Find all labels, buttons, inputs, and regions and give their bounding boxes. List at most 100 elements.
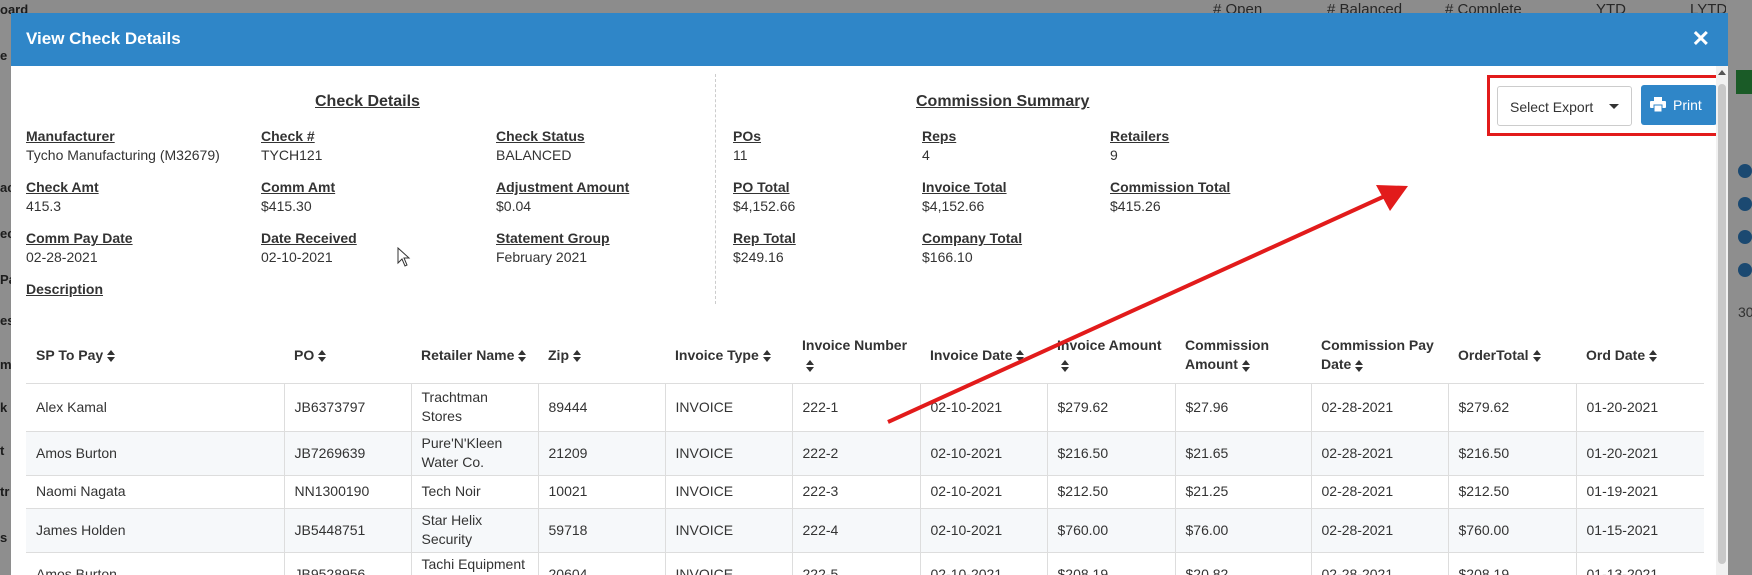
table-cell: 59718 <box>537 508 665 553</box>
table-cell: 21209 <box>537 431 665 476</box>
table-cell: 01-13-2021 <box>1575 552 1704 575</box>
field-description: Description <box>26 281 103 300</box>
table-cell: Tech Noir <box>410 475 538 509</box>
table-cell: 02-28-2021 <box>1310 383 1448 432</box>
column-header[interactable]: Invoice Number <box>792 328 920 384</box>
table-row[interactable]: James Holden JB5448751 Star Helix Security… <box>26 508 1704 553</box>
sort-icon[interactable] <box>573 350 581 363</box>
field-label: PO Total <box>733 179 790 195</box>
column-header[interactable]: Invoice Type <box>665 328 792 384</box>
field-label: Date Received <box>261 230 357 246</box>
column-header[interactable]: SP To Pay <box>26 328 284 384</box>
column-header-label: Invoice Amount <box>1057 337 1162 354</box>
scrollbar-thumb[interactable] <box>1718 84 1726 564</box>
column-header-label: Ord Date <box>1586 346 1646 363</box>
field-value: $415.30 <box>261 198 312 214</box>
eye-icon <box>1738 230 1752 244</box>
field-check-number: Check # TYCH121 <box>261 128 322 163</box>
bg-side-text: ec <box>0 226 15 241</box>
field-value: Tycho Manufacturing (M32679) <box>26 147 220 163</box>
field-label: Description <box>26 281 104 297</box>
select-export-dropdown[interactable]: Select Export <box>1497 86 1632 126</box>
table-cell: 02-28-2021 <box>1310 431 1448 476</box>
check-details-title: Check Details <box>315 93 420 110</box>
bg-side-text: tr <box>0 484 10 499</box>
table-row[interactable]: Naomi Nagata NN1300190 Tech Noir 10021 INVOI… <box>26 475 1704 509</box>
close-icon[interactable]: ✕ <box>1691 26 1710 51</box>
column-header[interactable]: Ord Date <box>1576 328 1704 384</box>
column-header[interactable]: Retailer Name <box>411 328 538 384</box>
field-reps: Reps 4 <box>922 128 956 163</box>
column-header-label: Commission Amount <box>1185 337 1270 373</box>
commission-summary-title: Commission Summary <box>916 93 1090 110</box>
field-pos: POs 11 <box>733 128 761 163</box>
field-po-total: PO Total $4,152.66 <box>733 179 795 214</box>
sort-icon[interactable] <box>1649 350 1658 363</box>
field-label: Check # <box>261 128 315 144</box>
table-cell: INVOICE <box>664 383 792 432</box>
table-cell: INVOICE <box>664 431 792 476</box>
column-header[interactable]: OrderTotal <box>1448 328 1576 384</box>
column-header[interactable]: Commission Amount <box>1175 328 1311 384</box>
table-cell: $208.19 <box>1447 552 1576 575</box>
sort-icon[interactable] <box>318 350 327 363</box>
table-row[interactable]: Amos Burton JB7269639 Pure'N'Kleen Water C… <box>26 431 1704 476</box>
field-label: Commission Total <box>1110 179 1231 195</box>
table-cell: Alex Kamal <box>26 383 284 432</box>
table-cell: Tachi Equipment Rental <box>410 552 538 575</box>
column-header[interactable]: Invoice Date <box>920 328 1047 384</box>
table-cell: $21.65 <box>1174 431 1311 476</box>
background-sidebar: oard e ac ec Pa es mi k t tr s <box>0 0 28 575</box>
table-cell: 01-20-2021 <box>1575 431 1704 476</box>
column-header[interactable]: Invoice Amount <box>1047 328 1175 384</box>
column-header-label: OrderTotal <box>1458 346 1529 363</box>
column-header-label: Invoice Type <box>675 346 759 363</box>
sort-icon[interactable] <box>1016 350 1025 363</box>
sort-icon[interactable] <box>1061 359 1069 372</box>
bg-side-text: ac <box>0 180 15 195</box>
field-manufacturer: Manufacturer Tycho Manufacturing (M32679… <box>26 128 220 163</box>
table-cell: 222-2 <box>791 431 920 476</box>
table-cell: 222-1 <box>791 383 920 432</box>
modal-scrollbar[interactable] <box>1716 66 1728 575</box>
column-header[interactable]: PO <box>284 328 411 384</box>
column-header[interactable]: Zip <box>538 328 665 384</box>
column-header-label: Invoice Date <box>930 346 1013 363</box>
table-cell: $760.00 <box>1046 508 1175 553</box>
table-row[interactable]: Alex Kamal JB6373797 Trachtman Stores 89444… <box>26 383 1704 432</box>
field-commission-total: Commission Total $415.26 <box>1110 179 1230 214</box>
table-cell: NN1300190 <box>283 475 411 509</box>
table-cell: $208.19 <box>1046 552 1175 575</box>
sort-icon[interactable] <box>518 350 527 363</box>
sort-icon[interactable] <box>1532 350 1541 363</box>
sort-icon[interactable] <box>107 350 116 363</box>
table-cell: 20604 <box>537 552 665 575</box>
table-cell: $76.00 <box>1174 508 1311 553</box>
print-button[interactable]: Print <box>1641 85 1717 125</box>
chevron-down-icon <box>1609 104 1619 109</box>
field-label: Statement Group <box>496 230 610 246</box>
table-cell: JB9528956 <box>283 552 411 575</box>
field-value: $0.04 <box>496 198 532 214</box>
table-cell: 02-10-2021 <box>919 552 1047 575</box>
table-cell: JB7269639 <box>283 431 411 476</box>
field-label: Comm Pay Date <box>26 230 133 246</box>
table-cell: 02-28-2021 <box>1310 508 1448 553</box>
table-cell: 02-10-2021 <box>919 508 1047 553</box>
field-value: 415.3 <box>26 198 62 214</box>
scroll-up-icon[interactable] <box>1718 70 1726 75</box>
bg-side-text: e <box>0 48 8 63</box>
column-header[interactable]: Commission Pay Date <box>1311 328 1448 384</box>
sort-icon[interactable] <box>1241 359 1250 372</box>
table-cell: Star Helix Security <box>410 508 538 553</box>
field-check-amt: Check Amt 415.3 <box>26 179 99 214</box>
table-cell: 02-10-2021 <box>919 475 1047 509</box>
sort-icon[interactable] <box>762 350 771 363</box>
modal-header: View Check Details ✕ <box>11 13 1728 66</box>
sort-icon[interactable] <box>806 359 814 372</box>
field-value: $4,152.66 <box>733 198 796 214</box>
sort-icon[interactable] <box>1355 359 1364 372</box>
table-cell: Trachtman Stores <box>410 383 538 432</box>
column-header-label: Zip <box>548 346 569 363</box>
